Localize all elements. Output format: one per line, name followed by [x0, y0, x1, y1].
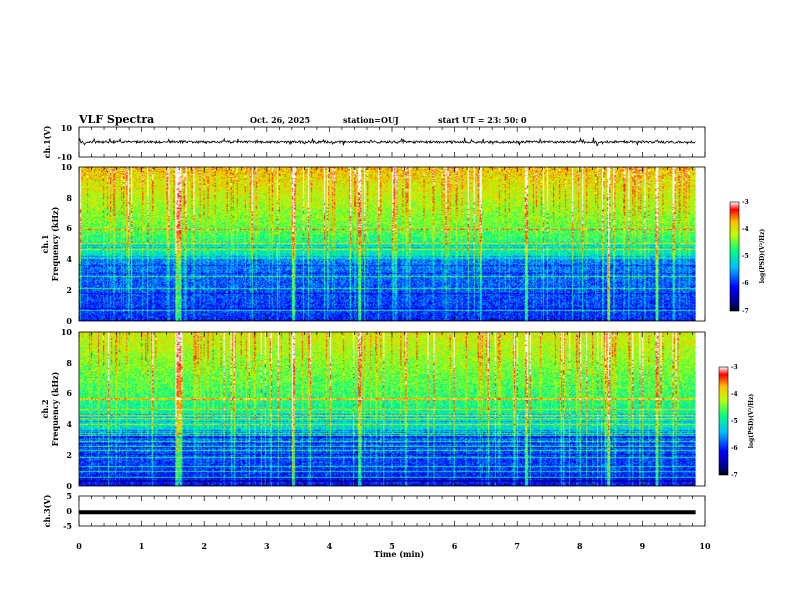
- ch1-waveform-panel: 10 -10 ch.1(V): [42, 123, 706, 162]
- ch1-spec-ytick-6: 6: [66, 223, 72, 233]
- ch2-spec-ytick-2: 2: [66, 450, 72, 460]
- ch1-spec-ytick-2: 2: [66, 285, 72, 295]
- ch1-spectrogram-panel: 0 2 4 6 8 10 ch.1 Frequency (kHz): [40, 162, 706, 326]
- x-tick-label: 5: [389, 541, 395, 551]
- ch2-spec-ytick-8: 8: [66, 358, 72, 368]
- ch1-waveform-line: [78, 136, 696, 147]
- ch1-spectrogram-xticks: [78, 167, 706, 321]
- x-tick-label: 4: [327, 541, 333, 551]
- ch2-spectrogram-image: [79, 332, 696, 486]
- ch2-colorbar-gradient: [718, 366, 729, 476]
- x-tick-label: 8: [577, 541, 583, 551]
- ch2-spec-ylabel: Frequency (kHz): [50, 371, 60, 446]
- ch1-ytick-top: 10: [61, 123, 73, 133]
- ch1-spec-ytick-4: 4: [66, 254, 72, 264]
- ch2-spec-ytick-10: 10: [61, 327, 73, 337]
- ch1-spec-ytick-0: 0: [66, 316, 72, 326]
- ch2-spectrogram-xticks: [78, 332, 706, 486]
- x-tick-label: 10: [699, 541, 711, 551]
- ch2-cb-tick-m6: -6: [731, 445, 738, 452]
- ch2-colorbar-label: log(PSD)(V²/Hz): [748, 394, 755, 449]
- x-axis-label: Time (min): [374, 549, 424, 559]
- ch1-xticks: [78, 127, 706, 157]
- ch2-cb-tick-m3: -3: [731, 364, 738, 371]
- ch2-cb-tick-m4: -4: [731, 391, 738, 398]
- x-tick-label: 7: [514, 541, 520, 551]
- x-tick-label: 2: [201, 541, 207, 551]
- ch2-spec-ytick-0: 0: [66, 481, 72, 491]
- x-tick-label: 6: [452, 541, 458, 551]
- x-tick-label: 0: [76, 541, 82, 551]
- ch1-colorbar-gradient: [729, 201, 740, 312]
- figure-title: VLF Spectra: [78, 113, 154, 126]
- ch2-cb-tick-m7: -7: [731, 472, 738, 479]
- station-label: station=OUJ: [343, 115, 399, 125]
- start-time-label: start UT = 23: 50: 0: [438, 115, 527, 125]
- ch1-ylabel: ch.1(V): [42, 125, 52, 158]
- ch1-cb-tick-m4: -4: [742, 226, 749, 233]
- ch1-colorbar-label: log(PSD)(V²/Hz): [759, 229, 766, 284]
- ch1-spectrogram-yticks: 0 2 4 6 8 10: [61, 162, 73, 326]
- date-label: Oct. 26, 2025: [250, 115, 310, 125]
- ch2-spectrogram-yticks: 0 2 4 6 8 10: [61, 327, 73, 491]
- ch1-spec-channel-label: ch.1: [40, 234, 50, 253]
- x-tick-label: 3: [264, 541, 270, 551]
- ch1-spec-ytick-10: 10: [61, 162, 73, 172]
- ch1-spec-ytick-8: 8: [66, 193, 72, 203]
- ch2-colorbar: -3 -4 -5 -6 -7 log(PSD)(V²/Hz): [718, 364, 755, 479]
- ch2-cb-tick-m5: -5: [731, 418, 738, 425]
- ch3-ylabel: ch.3(V): [42, 494, 52, 527]
- ch1-ytick-bottom: -10: [58, 152, 73, 162]
- ch1-spec-ylabel: Frequency (kHz): [50, 206, 60, 281]
- ch1-cb-tick-m5: -5: [742, 253, 749, 260]
- x-tick-label: 1: [139, 541, 145, 551]
- ch1-spectrogram-image: [79, 167, 696, 321]
- ch3-waveform-panel: 5 0 -5 ch.3(V): [42, 491, 706, 531]
- ch2-spec-channel-label: ch.2: [40, 399, 50, 418]
- ch2-spec-ytick-4: 4: [66, 419, 72, 429]
- x-axis-tick-labels: 0 1 2 3 4 5 6 7 8 9 10: [76, 541, 711, 551]
- x-tick-label: 9: [640, 541, 646, 551]
- ch1-cb-tick-m6: -6: [742, 280, 749, 287]
- ch3-ytick-mid: 0: [66, 506, 72, 516]
- ch3-ytick-bottom: -5: [63, 521, 72, 531]
- ch2-spec-ytick-6: 6: [66, 388, 72, 398]
- ch2-spectrogram-panel: 0 2 4 6 8 10 ch.2 Frequency (kHz): [40, 327, 706, 491]
- ch3-xticks: [78, 496, 706, 526]
- ch1-cb-tick-m7: -7: [742, 308, 749, 315]
- ch3-ytick-top: 5: [66, 491, 72, 501]
- ch1-cb-tick-m3: -3: [742, 199, 749, 206]
- ch1-colorbar: -3 -4 -5 -6 -7 log(PSD)(V²/Hz): [729, 199, 766, 315]
